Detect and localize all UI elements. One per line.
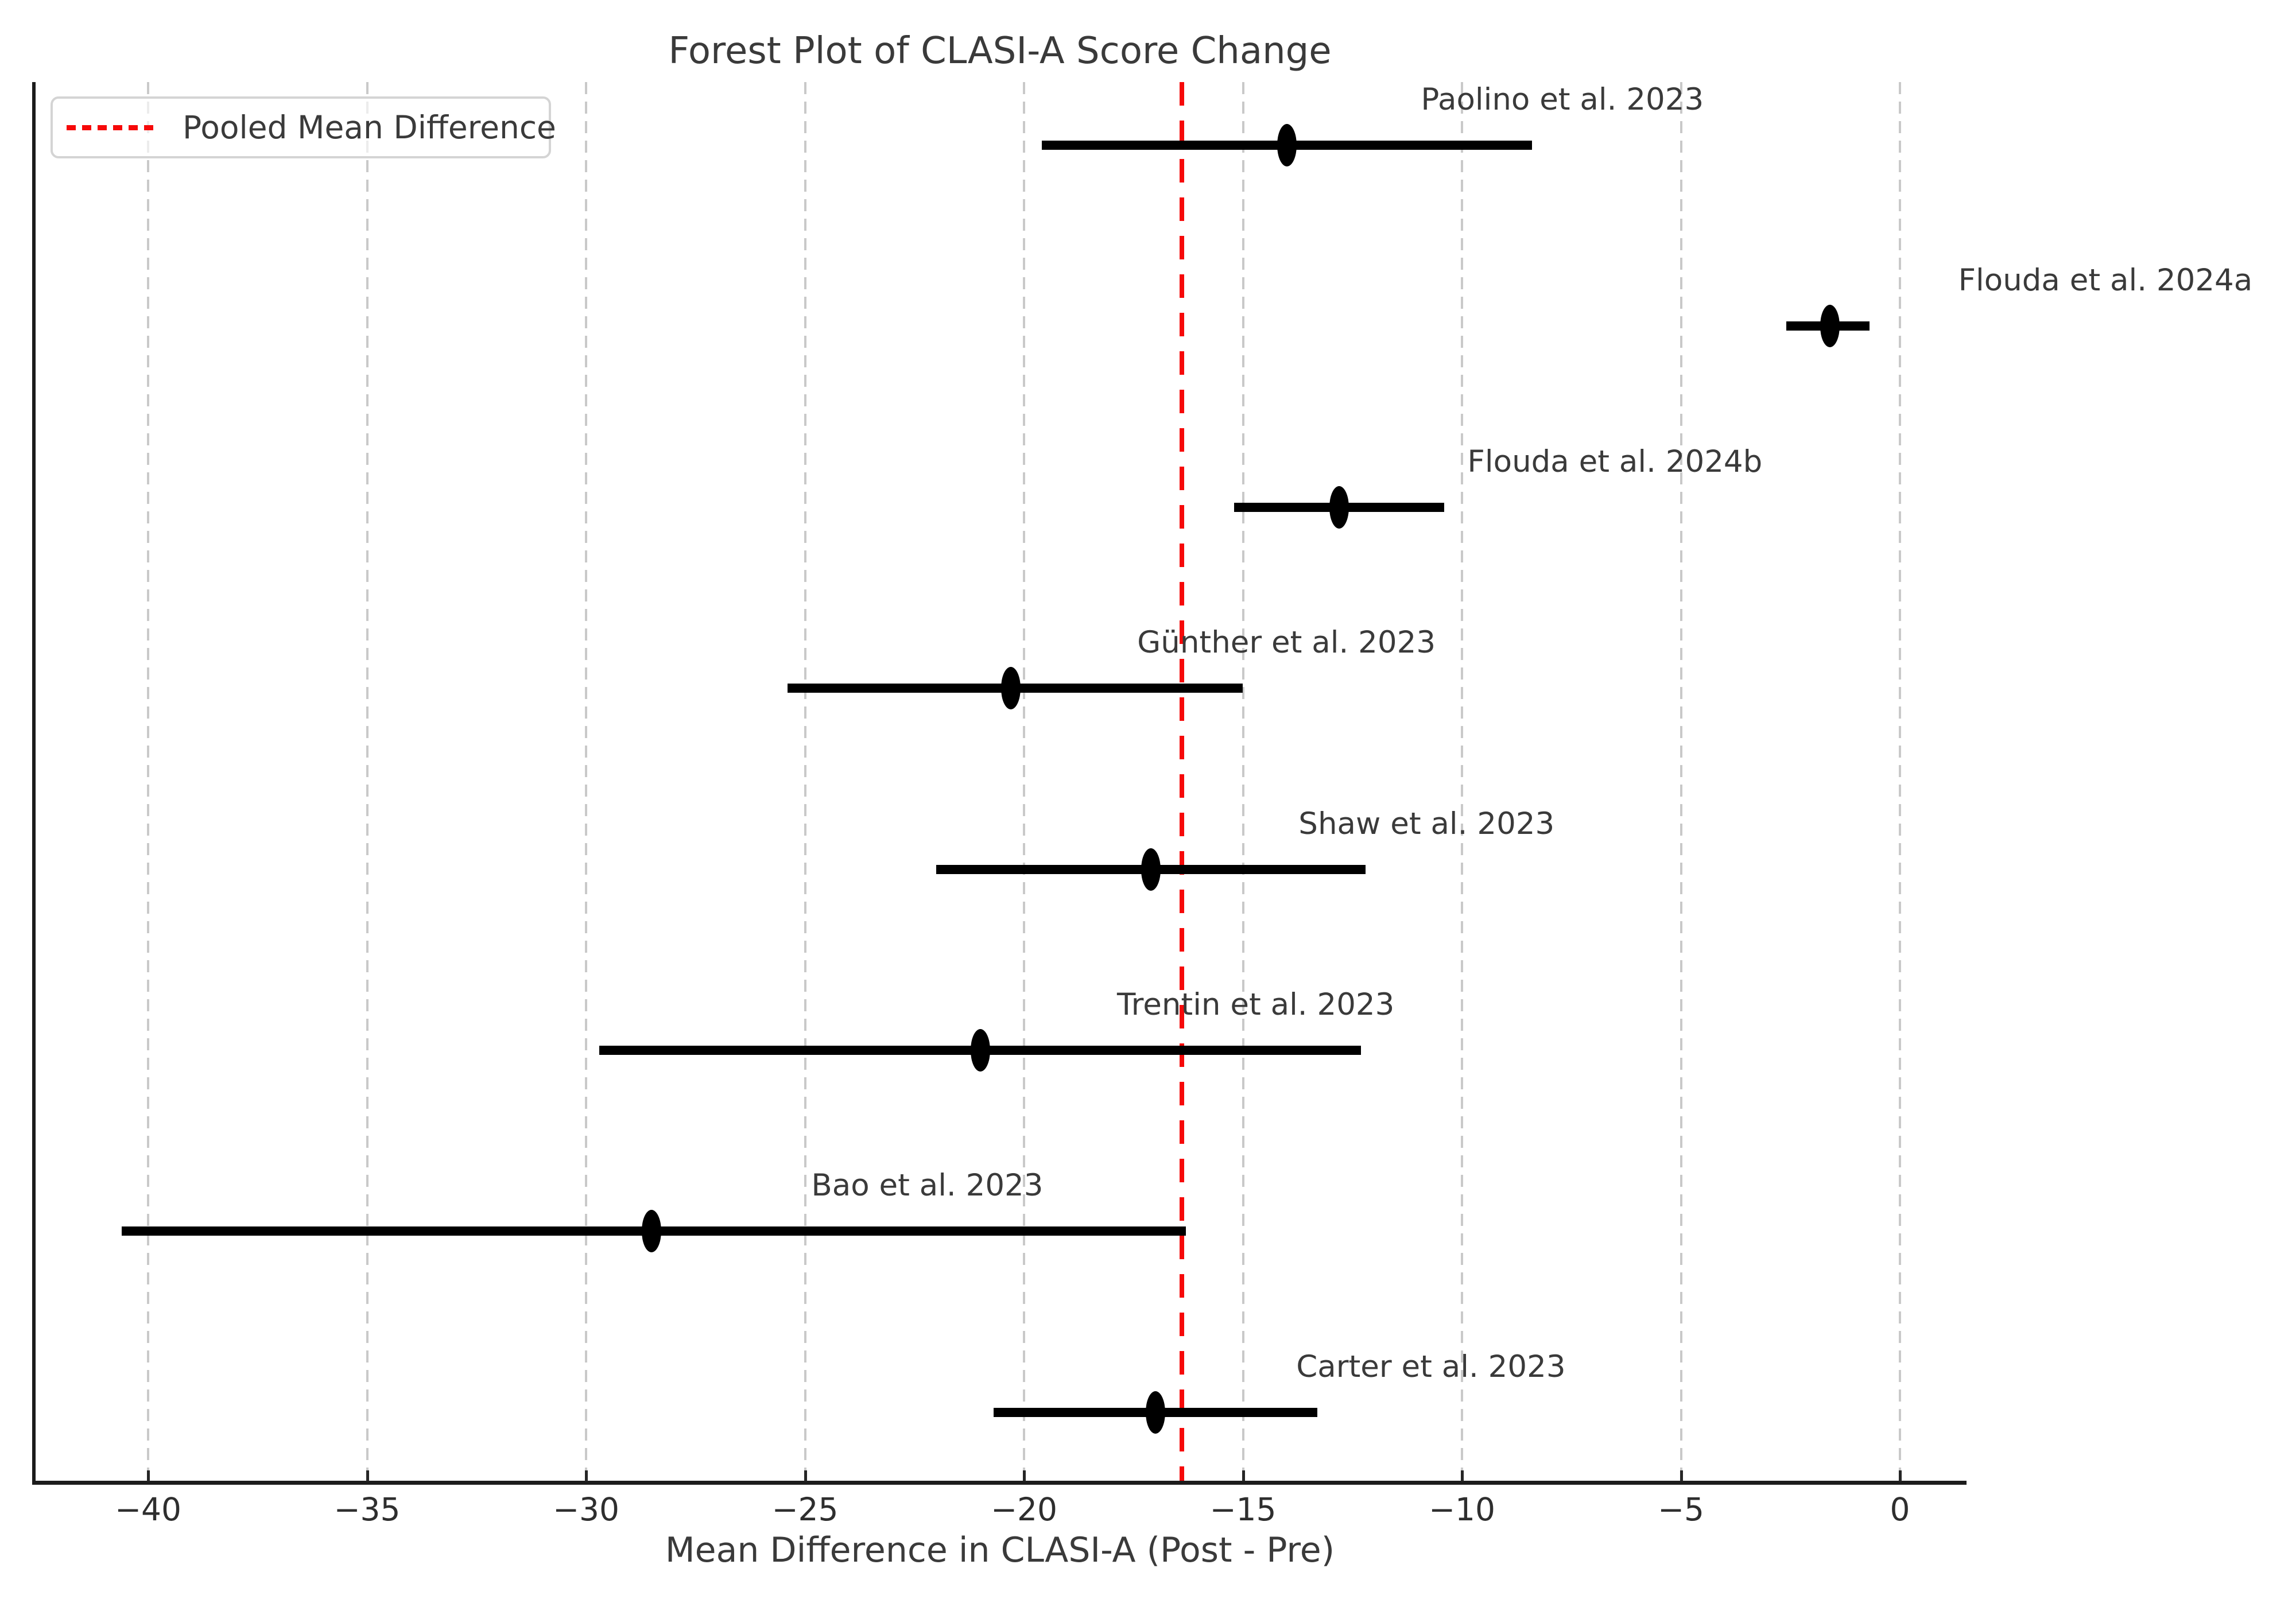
x-tick-label: 0 [1890,1491,1910,1528]
x-tick-label: −35 [333,1491,401,1528]
gridline [366,82,369,1481]
study-label: Flouda et al. 2024b [1467,444,1763,479]
x-tick-label: −15 [1209,1491,1277,1528]
x-tick-mark [1899,1470,1902,1481]
point-estimate-marker [642,1210,662,1253]
x-tick-mark [147,1470,150,1481]
legend: Pooled Mean Difference [51,96,556,158]
legend-dashed-line-swatch [67,125,157,130]
study-label: Flouda et al. 2024a [1958,263,2253,298]
point-estimate-marker [970,1029,990,1072]
gridline [585,82,587,1481]
x-tick-mark [1242,1470,1245,1481]
study-label: Trentin et al. 2023 [1117,987,1395,1022]
gridline [1461,82,1463,1481]
x-tick-mark [1461,1470,1464,1481]
study-label: Shaw et al. 2023 [1298,806,1555,841]
legend-label: Pooled Mean Difference [183,109,556,146]
study-label: Bao et al. 2023 [811,1168,1044,1204]
point-estimate-marker [1001,667,1021,710]
point-estimate-marker [1329,486,1349,529]
x-tick-mark [366,1470,369,1481]
x-axis-label: Mean Difference in CLASI-A (Post - Pre) [665,1530,1335,1570]
pooled-mean-difference-line [1179,82,1184,1481]
x-tick-label: −40 [114,1491,182,1528]
plot-title: Forest Plot of CLASI-A Score Change [668,30,1332,72]
gridline [1899,82,1901,1481]
study-label: Carter et al. 2023 [1296,1349,1566,1384]
x-tick-mark [1680,1470,1683,1481]
x-axis-spine [32,1481,1967,1485]
point-estimate-marker [1141,848,1161,891]
x-tick-label: −20 [990,1491,1058,1528]
gridline [1680,82,1682,1481]
x-tick-label: −25 [771,1491,839,1528]
x-tick-mark [1023,1470,1026,1481]
x-tick-label: −5 [1657,1491,1705,1528]
gridline [147,82,149,1481]
point-estimate-marker [1277,124,1297,166]
study-label: Paolino et al. 2023 [1421,82,1704,117]
point-estimate-marker [1145,1391,1165,1434]
x-tick-label: −10 [1428,1491,1496,1528]
x-tick-mark [804,1470,807,1481]
study-label: Günther et al. 2023 [1137,625,1436,661]
gridline [1242,82,1244,1481]
x-tick-label: −30 [552,1491,620,1528]
y-axis-spine [32,82,36,1484]
gridline [1023,82,1025,1481]
gridline [804,82,806,1481]
x-tick-mark [585,1470,588,1481]
point-estimate-marker [1820,305,1840,348]
